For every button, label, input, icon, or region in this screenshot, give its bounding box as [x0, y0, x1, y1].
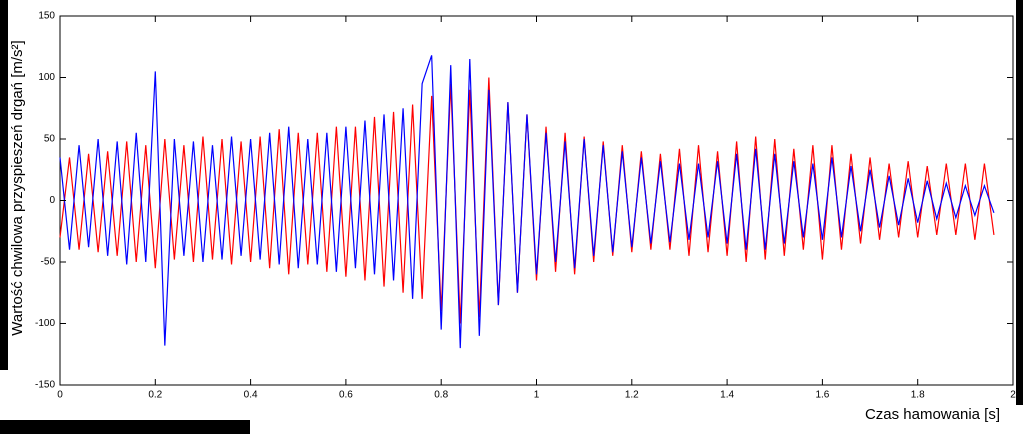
x-tick-label: 0	[57, 390, 63, 401]
x-tick-label: 1.6	[815, 390, 829, 401]
x-tick-label: 0.8	[434, 390, 448, 401]
x-tick-label: 1.4	[720, 390, 734, 401]
x-tick-label: 2	[1010, 390, 1016, 401]
plot-area	[59, 15, 1014, 386]
x-tick-label: 1.8	[911, 390, 925, 401]
y-tick-label: -50	[41, 257, 56, 268]
y-tick-label: 100	[38, 72, 55, 83]
plot	[59, 55, 995, 349]
frame-edge	[0, 0, 8, 370]
y-tick-label: -150	[35, 380, 55, 391]
y-tick-label: -100	[35, 318, 55, 329]
x-tick-label: 1	[534, 390, 540, 401]
y-axis-label: Wartość chwilowa przyspieszeń drgań [m/s…	[9, 40, 26, 335]
y-tick-label: 50	[44, 134, 56, 145]
y-tick-label: 150	[38, 11, 55, 22]
x-tick-label: 0.2	[148, 390, 162, 401]
frame-edge	[0, 420, 250, 434]
y-tick-label: 0	[49, 195, 55, 206]
x-tick-label: 0.6	[339, 390, 353, 401]
x-tick-label: 1.2	[625, 390, 639, 401]
x-axis-label: Czas hamowania [s]	[865, 406, 1000, 423]
signal-line	[59, 55, 995, 349]
frame-edge	[1016, 0, 1023, 405]
x-tick-label: 0.4	[244, 390, 258, 401]
